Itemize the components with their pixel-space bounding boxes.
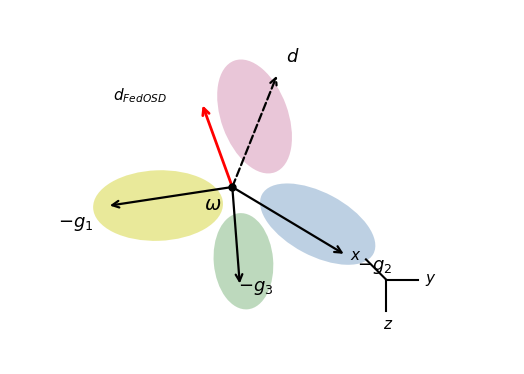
- Ellipse shape: [93, 170, 223, 241]
- Text: $-g_1$: $-g_1$: [58, 215, 93, 233]
- Text: $-g_2$: $-g_2$: [357, 258, 392, 276]
- Text: $-g_3$: $-g_3$: [238, 279, 274, 297]
- Text: $y$: $y$: [424, 272, 436, 288]
- Ellipse shape: [214, 213, 274, 309]
- Text: $\omega$: $\omega$: [204, 196, 221, 214]
- Text: $z$: $z$: [383, 318, 394, 332]
- Text: $d_{FedOSD}$: $d_{FedOSD}$: [113, 87, 167, 105]
- Ellipse shape: [217, 59, 292, 174]
- Text: $x$: $x$: [350, 249, 362, 263]
- Ellipse shape: [260, 184, 375, 265]
- Text: $d$: $d$: [286, 48, 300, 66]
